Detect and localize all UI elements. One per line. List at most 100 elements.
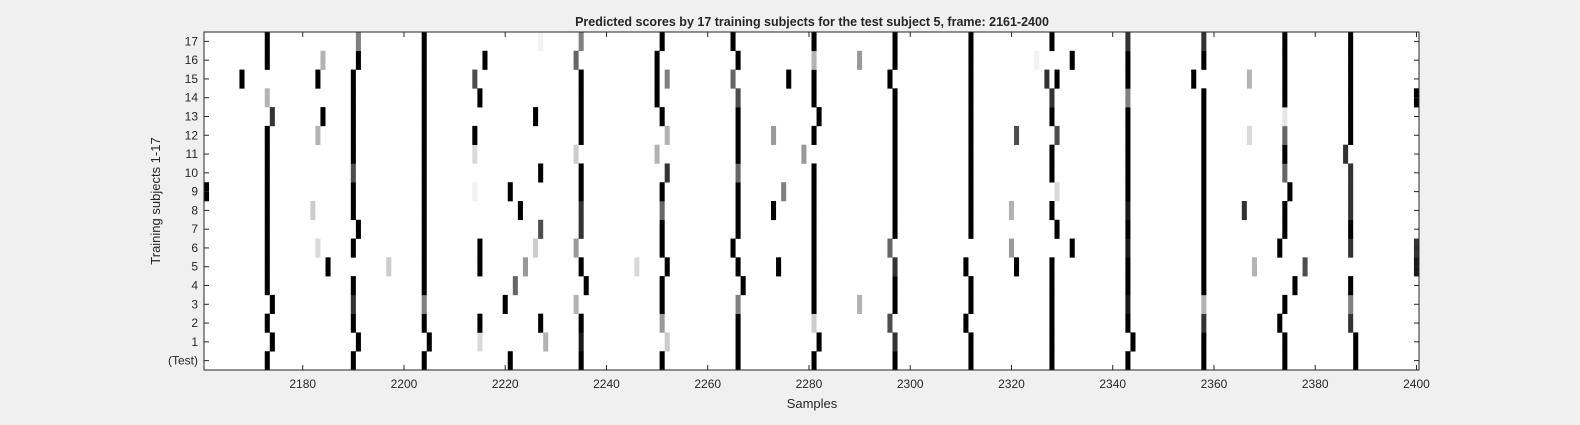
heatmap-cell — [892, 276, 898, 296]
heatmap-cell — [968, 351, 974, 371]
x-tick-label: 2400 — [1403, 377, 1430, 391]
x-tick-label: 2260 — [694, 377, 721, 391]
heatmap-cell — [1125, 276, 1131, 296]
heatmap-cell — [892, 144, 898, 164]
heatmap-cell — [1191, 69, 1197, 89]
heatmap-cell — [578, 313, 584, 333]
heatmap-cell — [735, 125, 741, 145]
heatmap-cell — [1282, 32, 1288, 52]
x-tick-label: 2320 — [998, 377, 1025, 391]
heatmap-cell — [315, 69, 321, 89]
heatmap-cell — [1348, 125, 1354, 145]
heatmap-cell — [892, 88, 898, 108]
heatmap-cell — [1014, 257, 1020, 277]
heatmap-cell — [1069, 238, 1075, 258]
heatmap-cell — [654, 69, 660, 89]
heatmap-cell — [421, 88, 427, 108]
chart-title: Predicted scores by 17 training subjects… — [575, 15, 1049, 29]
heatmap-cell — [1125, 125, 1131, 145]
heatmap-cell — [735, 50, 741, 70]
heatmap-cell — [968, 163, 974, 183]
x-tick-label: 2180 — [289, 377, 316, 391]
heatmap-cell — [533, 107, 539, 127]
heatmap-cell — [350, 313, 356, 333]
y-tick-label: 13 — [185, 110, 199, 124]
heatmap-cell — [811, 32, 817, 52]
heatmap-cell — [968, 144, 974, 164]
heatmap-cell — [735, 201, 741, 221]
heatmap-cell — [578, 88, 584, 108]
heatmap-cell — [1049, 257, 1055, 277]
heatmap-cell — [315, 125, 321, 145]
heatmap-cell — [1348, 69, 1354, 89]
heatmap-cell — [1054, 182, 1060, 202]
x-axis-ticks: 2180 2200 2220 2240 2260 2280 2300 2320 2340 2360… — [289, 32, 1430, 391]
heatmap-cell — [1049, 294, 1055, 314]
heatmap-cell — [857, 294, 863, 314]
heatmap-cell — [573, 144, 579, 164]
heatmap-cell — [1201, 351, 1207, 371]
heatmap-cell — [735, 163, 741, 183]
heatmap-cell — [740, 276, 746, 296]
heatmap-cell — [1348, 238, 1354, 258]
heatmap-cell — [315, 238, 321, 258]
heatmap-cell — [892, 125, 898, 145]
y-tick-label: 15 — [185, 72, 199, 86]
heatmap-cell — [421, 351, 427, 371]
heatmap-cell — [1201, 201, 1207, 221]
heatmap-cell — [1348, 50, 1354, 70]
heatmap-cell — [1130, 332, 1136, 352]
heatmap-cell — [1054, 125, 1060, 145]
heatmap-cell — [968, 50, 974, 70]
heatmap-cell — [472, 144, 478, 164]
x-tick-label: 2200 — [391, 377, 418, 391]
heatmap-cell — [1348, 163, 1354, 183]
heatmap-cell — [1348, 32, 1354, 52]
heatmap-cell — [1241, 201, 1247, 221]
heatmap-cell — [811, 257, 817, 277]
heatmap-cell — [811, 219, 817, 239]
heatmap-cell — [892, 294, 898, 314]
heatmap-cell — [1125, 351, 1131, 371]
heatmap-cell — [1125, 257, 1131, 277]
heatmap-cell — [264, 50, 270, 70]
heatmap-cell — [355, 32, 361, 52]
x-tick-label: 2300 — [897, 377, 924, 391]
heatmap-cell — [811, 182, 817, 202]
heatmap-cell — [664, 163, 670, 183]
heatmap-cell — [735, 332, 741, 352]
heatmap-cell — [350, 107, 356, 127]
heatmap-cell — [1125, 88, 1131, 108]
heatmap-cell — [664, 125, 670, 145]
heatmap-cell — [1282, 88, 1288, 108]
heatmap-cell — [1348, 88, 1354, 108]
y-tick-label: 16 — [185, 53, 199, 67]
heatmap-cell — [963, 257, 969, 277]
heatmap-cell — [892, 107, 898, 127]
heatmap-cell — [1125, 238, 1131, 258]
heatmap-cell — [578, 182, 584, 202]
heatmap-cell — [1348, 276, 1354, 296]
heatmap-cell — [421, 313, 427, 333]
heatmap-cell — [1353, 332, 1359, 352]
heatmap-cell — [1343, 144, 1349, 164]
y-tick-label: 5 — [191, 260, 198, 274]
heatmap-cell — [1125, 50, 1131, 70]
heatmap-cell — [1201, 219, 1207, 239]
heatmap-cell — [811, 351, 817, 371]
heatmap-cell — [659, 351, 665, 371]
x-tick-label: 2220 — [492, 377, 519, 391]
heatmap-cell — [1282, 294, 1288, 314]
heatmap-cell — [472, 182, 478, 202]
heatmap-cell — [350, 238, 356, 258]
heatmap-cell — [1049, 351, 1055, 371]
heatmap-cell — [1282, 332, 1288, 352]
heatmap-cell — [538, 313, 544, 333]
heatmap-cell — [477, 238, 483, 258]
heatmap-cell — [892, 257, 898, 277]
heatmap-cell — [659, 276, 665, 296]
heatmap-cell — [573, 238, 579, 258]
heatmap-cell — [811, 69, 817, 89]
heatmap-cell — [350, 69, 356, 89]
heatmap-cell — [350, 201, 356, 221]
